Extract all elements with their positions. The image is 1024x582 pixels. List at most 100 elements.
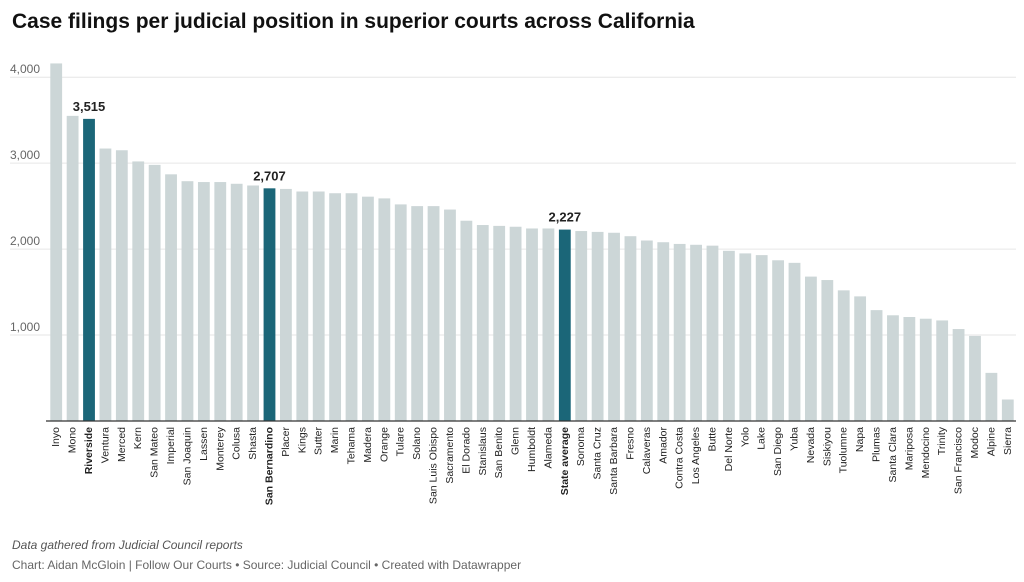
x-tick-label: San Diego bbox=[772, 427, 784, 476]
x-tick-label: Glenn bbox=[510, 427, 522, 455]
bar bbox=[83, 118, 95, 421]
bar bbox=[345, 193, 358, 421]
bar bbox=[624, 236, 637, 421]
x-tick-label: Sierra bbox=[1002, 427, 1014, 455]
y-tick-label: 3,000 bbox=[10, 148, 40, 162]
x-tick-label: Santa Barbara bbox=[608, 427, 620, 495]
x-tick-label: Alameda bbox=[542, 427, 554, 469]
bar bbox=[214, 182, 227, 421]
bar bbox=[394, 204, 407, 421]
bars bbox=[50, 63, 1014, 421]
bar bbox=[657, 242, 670, 421]
x-tick-label: Alpine bbox=[985, 427, 997, 456]
x-tick-label: Santa Cruz bbox=[592, 427, 604, 480]
x-tick-label: El Dorado bbox=[460, 427, 472, 474]
bar bbox=[608, 232, 620, 421]
x-tick-label: Colusa bbox=[231, 427, 243, 460]
x-tick-label: Plumas bbox=[871, 427, 883, 462]
bar bbox=[329, 193, 342, 421]
bar bbox=[575, 231, 588, 421]
x-tick-label: Solano bbox=[411, 427, 423, 460]
x-tick-label: Humboldt bbox=[526, 427, 538, 472]
x-tick-label: Yuba bbox=[789, 427, 801, 451]
x-tick-label: San Mateo bbox=[149, 427, 161, 478]
x-tick-label: Mono bbox=[67, 427, 79, 453]
x-tick-label: Santa Clara bbox=[887, 427, 899, 483]
chart-title: Case filings per judicial position in su… bbox=[12, 10, 695, 33]
x-tick-label: Orange bbox=[378, 427, 390, 462]
x-tick-label: Tulare bbox=[395, 427, 407, 457]
bar bbox=[821, 280, 834, 421]
bar bbox=[444, 209, 456, 421]
x-tick-label: Lake bbox=[756, 427, 768, 450]
x-tick-label: Inyo bbox=[50, 427, 62, 447]
bar bbox=[903, 316, 916, 421]
bar bbox=[558, 229, 571, 421]
bar bbox=[1001, 399, 1014, 421]
bar bbox=[591, 231, 604, 421]
y-tick-label: 1,000 bbox=[10, 320, 40, 334]
bar bbox=[66, 115, 79, 421]
bar bbox=[690, 244, 702, 421]
bar bbox=[805, 276, 817, 421]
x-tick-label: Mendocino bbox=[920, 427, 932, 479]
bar bbox=[115, 150, 128, 421]
x-tick-label: Yolo bbox=[739, 427, 751, 447]
x-tick-label: Los Angeles bbox=[690, 427, 702, 484]
bar bbox=[279, 188, 292, 421]
x-tick-label: Trinity bbox=[936, 426, 948, 455]
bar bbox=[870, 310, 883, 421]
x-tick-label: Kern bbox=[132, 427, 144, 449]
x-tick-label: Shasta bbox=[247, 427, 259, 460]
x-tick-label: Riverside bbox=[83, 427, 95, 474]
value-label: 2,227 bbox=[549, 210, 582, 225]
x-tick-label: Placer bbox=[280, 427, 292, 457]
bar bbox=[837, 290, 850, 421]
value-labels: 3,515 2,707 2,227 bbox=[73, 99, 581, 225]
bar bbox=[427, 206, 440, 421]
x-tick-label: Fresno bbox=[624, 427, 636, 460]
bar bbox=[476, 225, 489, 421]
x-tick-label: Madera bbox=[362, 427, 374, 463]
bar bbox=[312, 191, 325, 421]
bar bbox=[362, 196, 374, 421]
bar bbox=[985, 372, 998, 421]
x-tick-label: Butte bbox=[706, 427, 718, 452]
bar bbox=[132, 161, 145, 421]
bar-chart: 1,000 2,000 3,000 4,000 3,515 2,707 2,227 Iny… bbox=[10, 62, 1016, 505]
value-label: 2,707 bbox=[253, 168, 286, 183]
bar bbox=[230, 183, 243, 421]
x-tick-label: Tuolumne bbox=[838, 427, 850, 473]
x-tick-label: San Luis Obispo bbox=[428, 427, 440, 504]
bar bbox=[640, 240, 653, 421]
y-tick-labels: 1,000 2,000 3,000 4,000 bbox=[10, 62, 40, 334]
x-tick-label: Amador bbox=[657, 426, 669, 463]
bar bbox=[788, 262, 801, 421]
bar bbox=[673, 243, 686, 421]
x-tick-label: Mariposa bbox=[903, 427, 915, 470]
bar bbox=[148, 164, 161, 421]
bar bbox=[542, 228, 555, 421]
x-tick-label: Modoc bbox=[969, 427, 981, 459]
x-tick-label: Lassen bbox=[198, 427, 210, 461]
x-tick-label: San Joaquin bbox=[181, 427, 193, 486]
bar bbox=[181, 181, 194, 421]
bar bbox=[854, 296, 867, 421]
x-tick-label: Calaveras bbox=[641, 427, 653, 474]
bar bbox=[460, 220, 473, 421]
x-tick-label: Sonoma bbox=[575, 427, 587, 466]
bar bbox=[50, 63, 63, 421]
bar bbox=[509, 226, 522, 421]
x-tick-label: Stanislaus bbox=[477, 427, 489, 475]
x-tick-label: Ventura bbox=[99, 427, 111, 463]
bar bbox=[263, 188, 276, 421]
x-tick-label: Merced bbox=[116, 427, 128, 462]
bar bbox=[411, 206, 424, 421]
y-tick-label: 2,000 bbox=[10, 234, 40, 248]
x-tick-label: Sutter bbox=[313, 426, 325, 455]
bar bbox=[706, 245, 719, 421]
bar bbox=[165, 174, 177, 421]
bar bbox=[296, 191, 309, 421]
bar bbox=[99, 148, 112, 421]
x-tick-label: State average bbox=[559, 427, 571, 495]
